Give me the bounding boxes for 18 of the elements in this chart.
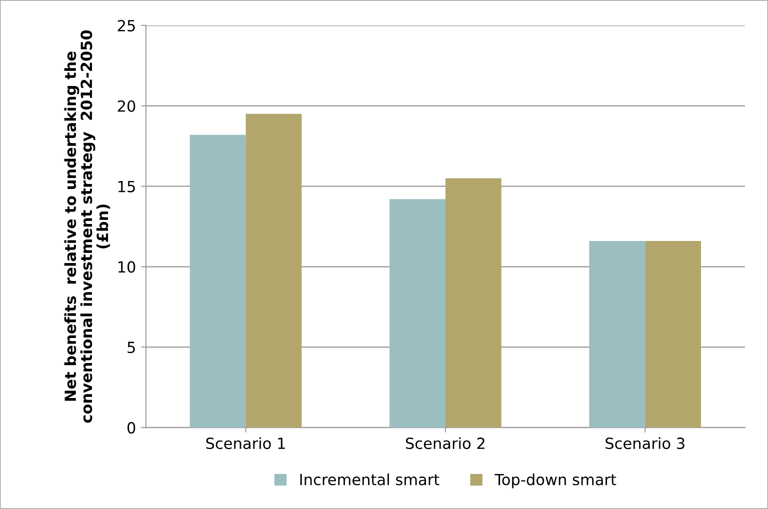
bar bbox=[645, 240, 702, 428]
y-tick-label: 5 bbox=[128, 342, 135, 354]
bar bbox=[589, 240, 646, 428]
x-tick-label: Scenario 1 bbox=[206, 437, 285, 450]
bar bbox=[246, 114, 302, 428]
bar bbox=[445, 178, 502, 428]
y-tick-label: 0 bbox=[127, 422, 136, 434]
bar bbox=[190, 134, 246, 428]
legend-label: Top-down smart bbox=[494, 473, 616, 488]
legend-label: Incremental smart bbox=[300, 473, 440, 486]
y-tick-label: 10 bbox=[118, 261, 136, 273]
x-tick-label: Scenario 2 bbox=[406, 437, 484, 450]
y-tick-label: 25 bbox=[118, 20, 135, 32]
y-axis-title: Net benefits relative to undertaking the conventional investment strategy 2012-2050 (£bn) bbox=[64, 30, 110, 423]
y-tick-label: 20 bbox=[118, 100, 136, 112]
x-tick-label: Scenario 3 bbox=[606, 437, 684, 450]
y-tick-label: 15 bbox=[118, 180, 135, 192]
bar bbox=[390, 199, 446, 428]
